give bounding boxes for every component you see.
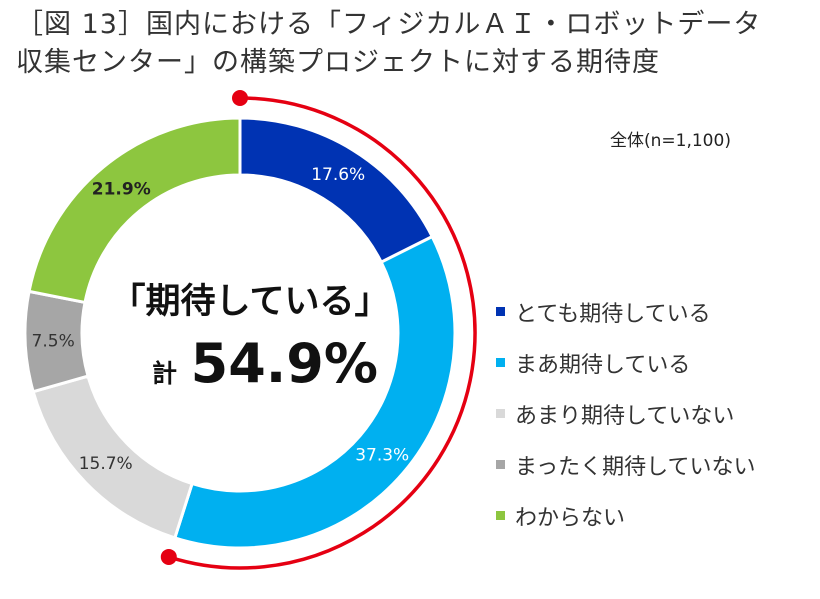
legend-label: あまり期待していない — [515, 403, 735, 429]
highlight-arc — [168, 96, 477, 570]
legend-label: まあ期待している — [515, 352, 691, 378]
chart-title-line-1: ［図 13］国内における「フィジカルＡＩ・ロボットデータ — [16, 9, 762, 40]
legend-label: とても期待している — [515, 301, 711, 327]
slice-label-dont-know: 21.9% — [92, 180, 151, 200]
slice-label-not-much-expecting: 15.7% — [79, 454, 133, 474]
sample-size-note: 全体(n=1,100) — [610, 131, 731, 151]
legend-label: わからない — [515, 505, 626, 531]
center-label-line-1: 「期待している」 — [111, 282, 390, 322]
slice-label-somewhat-expecting: 37.3% — [355, 445, 409, 465]
slice-somewhat-expecting — [172, 234, 457, 550]
legend: とても期待している まあ期待しているあまり期待していない まったく期待していない わか… — [496, 286, 755, 541]
legend-item-not-much-expecting: あまり期待していない — [496, 388, 755, 439]
legend-swatch — [496, 409, 505, 418]
slice-label-very-expecting: 17.6% — [311, 165, 365, 185]
highlight-arc-start-dot — [232, 90, 248, 106]
legend-label: まったく期待していない — [515, 454, 756, 480]
legend-item-somewhat-expecting: まあ期待している — [496, 337, 755, 388]
chart-title-line-2: 収集センター」の構築プロジェクトに対する期待度 — [16, 47, 660, 78]
center-total-value: 54.9% — [191, 332, 378, 395]
legend-item-not-at-all-expecting: まったく期待していない — [496, 439, 755, 490]
legend-swatch — [496, 358, 505, 367]
svg-text:計 54.9%: 計 54.9% — [152, 332, 378, 395]
legend-swatch — [496, 511, 505, 520]
donut-slices — [23, 116, 457, 550]
expectation-highlight — [160, 90, 477, 570]
slice-dont-know — [27, 116, 242, 305]
slice-label-not-at-all-expecting: 7.5% — [32, 332, 75, 352]
slice-labels: 17.6% 37.3% 15.7% 7.5% 21.9% — [32, 165, 410, 474]
slice-very-expecting — [238, 116, 435, 265]
legend-swatch — [496, 307, 505, 316]
legend-swatch — [496, 460, 505, 469]
center-prefix: 計 — [152, 359, 177, 388]
legend-item-dont-know: わからない — [496, 490, 755, 541]
chart-title: ［図 13］国内における「フィジカルＡＩ・ロボットデータ 収集センター」の構築プ… — [16, 6, 806, 82]
highlight-arc-end-dot — [160, 548, 177, 565]
legend-item-very-expecting: とても期待している — [496, 286, 755, 337]
